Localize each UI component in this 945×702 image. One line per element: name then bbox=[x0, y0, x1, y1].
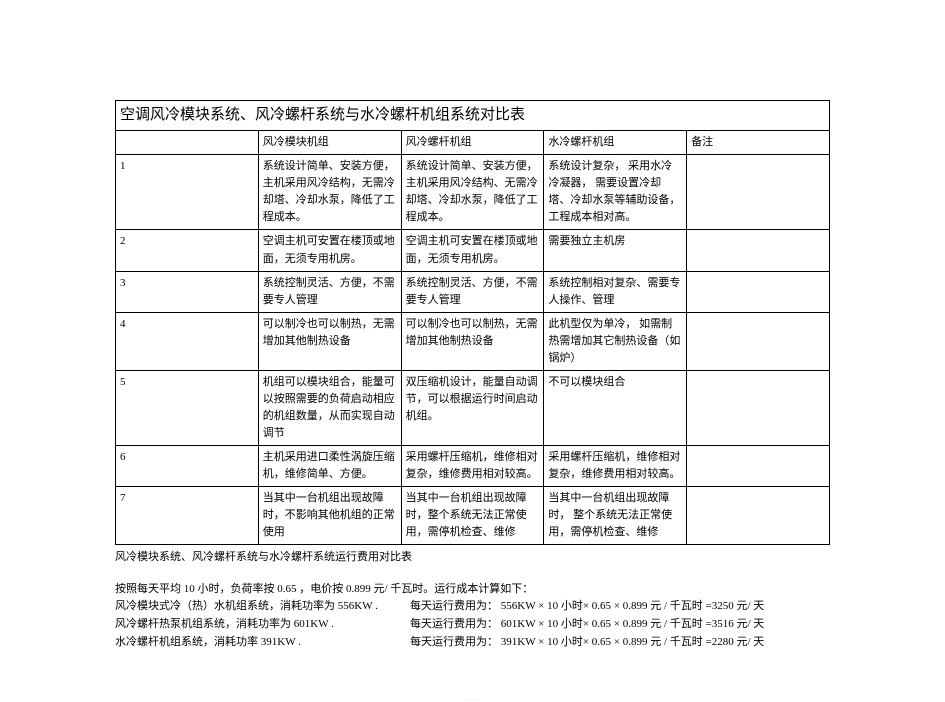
cost-line: 风冷螺杆热泵机组系统，消耗功率为 601KW . 每天运行费用为： 601KW … bbox=[115, 616, 830, 634]
cost-left: 水冷螺杆机组系统，消耗功率 391KW . bbox=[115, 634, 410, 652]
row-num: 2 bbox=[116, 230, 259, 271]
cell-b: 当其中一台机组出现故障时，整个系统无法正常使用，需停机检查、维修 bbox=[401, 487, 544, 545]
cost-left: 风冷螺杆热泵机组系统，消耗功率为 601KW . bbox=[115, 616, 410, 634]
row-num: 4 bbox=[116, 312, 259, 370]
table-row: 5 机组可以模块组合，能量可以按照需要的负荷启动相应的机组数量，从而实现自动调节… bbox=[116, 370, 830, 445]
cell-remark bbox=[687, 155, 830, 230]
cell-a: 可以制冷也可以制热，无需增加其他制热设备 bbox=[258, 312, 401, 370]
row-num: 5 bbox=[116, 370, 259, 445]
cell-c: 此机型仅为单冷， 如需制热需增加其它制热设备（如锅炉） bbox=[544, 312, 687, 370]
cell-b: 可以制冷也可以制热，无需增加其他制热设备 bbox=[401, 312, 544, 370]
cell-a: 当其中一台机组出现故障时，不影响其他机组的正常使用 bbox=[258, 487, 401, 545]
cell-remark bbox=[687, 312, 830, 370]
cell-b: 系统控制灵活、方便，不需要专人管理 bbox=[401, 271, 544, 312]
comparison-table: 空调风冷模块系统、风冷螺杆系统与水冷螺杆机组系统对比表 风冷模块机组 风冷螺杆机… bbox=[115, 100, 830, 545]
cell-c: 不可以模块组合 bbox=[544, 370, 687, 445]
cost-line: 水冷螺杆机组系统，消耗功率 391KW . 每天运行费用为： 391KW × 1… bbox=[115, 634, 830, 652]
cost-left: 风冷模块式冷（热）水机组系统，消耗功率为 556KW . bbox=[115, 598, 410, 616]
cell-a: 主机采用进口柔性涡旋压缩机，维修简单、方便。 bbox=[258, 446, 401, 487]
cell-c: 采用螺杆压缩机，维修相对复杂，维修费用相对较高。 bbox=[544, 446, 687, 487]
cell-b: 双压缩机设计，能量自动调节，可以根据运行时间启动机组。 bbox=[401, 370, 544, 445]
calc-intro: 按照每天平均 10 小时，负荷率按 0.65 ，电价按 0.899 元/ 千瓦时… bbox=[115, 581, 830, 599]
cell-b: 系统设计简单、安装方便，主机采用风冷结构、无需冷却塔、冷却水泵，降低了工程成本。 bbox=[401, 155, 544, 230]
cost-right: 每天运行费用为： 601KW × 10 小时× 0.65 × 0.899 元 /… bbox=[410, 616, 830, 634]
cell-remark bbox=[687, 271, 830, 312]
table-row: 3 系统控制灵活、方便，不需要专人管理 系统控制灵活、方便，不需要专人管理 系统… bbox=[116, 271, 830, 312]
title-row: 空调风冷模块系统、风冷螺杆系统与水冷螺杆机组系统对比表 bbox=[116, 101, 830, 131]
cell-b: 采用螺杆压缩机，维修相对复杂，维修费用相对较高。 bbox=[401, 446, 544, 487]
row-num: 7 bbox=[116, 487, 259, 545]
table-title: 空调风冷模块系统、风冷螺杆系统与水冷螺杆机组系统对比表 bbox=[116, 101, 830, 131]
cell-a: 系统控制灵活、方便，不需要专人管理 bbox=[258, 271, 401, 312]
header-row: 风冷模块机组 风冷螺杆机组 水冷螺杆机组 备注 bbox=[116, 131, 830, 155]
cell-a: 机组可以模块组合，能量可以按照需要的负荷启动相应的机组数量，从而实现自动调节 bbox=[258, 370, 401, 445]
cell-b: 空调主机可安置在楼顶或地面，无须专用机房。 bbox=[401, 230, 544, 271]
row-num: 3 bbox=[116, 271, 259, 312]
document-page: 空调风冷模块系统、风冷螺杆系统与水冷螺杆机组系统对比表 风冷模块机组 风冷螺杆机… bbox=[0, 0, 945, 702]
below-text: 风冷模块系统、风冷螺杆系统与水冷螺杆系统运行费用对比表 按照每天平均 10 小时… bbox=[115, 549, 830, 651]
header-colB: 风冷螺杆机组 bbox=[401, 131, 544, 155]
row-num: 6 bbox=[116, 446, 259, 487]
cell-remark bbox=[687, 487, 830, 545]
row-num: 1 bbox=[116, 155, 259, 230]
cell-c: 需要独立主机房 bbox=[544, 230, 687, 271]
cell-a: 系统设计简单、安装方便，主机采用风冷结构，无需冷却塔、冷却水泵，降低了工程成本。 bbox=[258, 155, 401, 230]
cell-c: 当其中一台机组出现故障时， 整个系统无法正常使用，需停机检查、维修 bbox=[544, 487, 687, 545]
table-row: 2 空调主机可安置在楼顶或地面，无须专用机房。 空调主机可安置在楼顶或地面，无须… bbox=[116, 230, 830, 271]
table-row: 7 当其中一台机组出现故障时，不影响其他机组的正常使用 当其中一台机组出现故障时… bbox=[116, 487, 830, 545]
table-row: 1 系统设计简单、安装方便，主机采用风冷结构，无需冷却塔、冷却水泵，降低了工程成… bbox=[116, 155, 830, 230]
header-remark: 备注 bbox=[687, 131, 830, 155]
page-number: . . . bbox=[115, 696, 830, 702]
cell-a: 空调主机可安置在楼顶或地面，无须专用机房。 bbox=[258, 230, 401, 271]
cell-remark bbox=[687, 230, 830, 271]
cost-line: 风冷模块式冷（热）水机组系统，消耗功率为 556KW . 每天运行费用为： 55… bbox=[115, 598, 830, 616]
header-colA: 风冷模块机组 bbox=[258, 131, 401, 155]
cost-right: 每天运行费用为： 556KW × 10 小时× 0.65 × 0.899 元 /… bbox=[410, 598, 830, 616]
table-row: 4 可以制冷也可以制热，无需增加其他制热设备 可以制冷也可以制热，无需增加其他制… bbox=[116, 312, 830, 370]
cell-remark bbox=[687, 446, 830, 487]
table-row: 6 主机采用进口柔性涡旋压缩机，维修简单、方便。 采用螺杆压缩机，维修相对复杂，… bbox=[116, 446, 830, 487]
cost-right: 每天运行费用为： 391KW × 10 小时× 0.65 × 0.899 元 /… bbox=[410, 634, 830, 652]
cell-c: 系统设计复杂， 采用水冷冷凝器， 需要设置冷却塔、冷却水泵等辅助设备， 工程成本… bbox=[544, 155, 687, 230]
subtitle-line: 风冷模块系统、风冷螺杆系统与水冷螺杆系统运行费用对比表 bbox=[115, 549, 830, 567]
header-num bbox=[116, 131, 259, 155]
cell-c: 系统控制相对复杂、需要专人操作、管理 bbox=[544, 271, 687, 312]
header-colC: 水冷螺杆机组 bbox=[544, 131, 687, 155]
cell-remark bbox=[687, 370, 830, 445]
